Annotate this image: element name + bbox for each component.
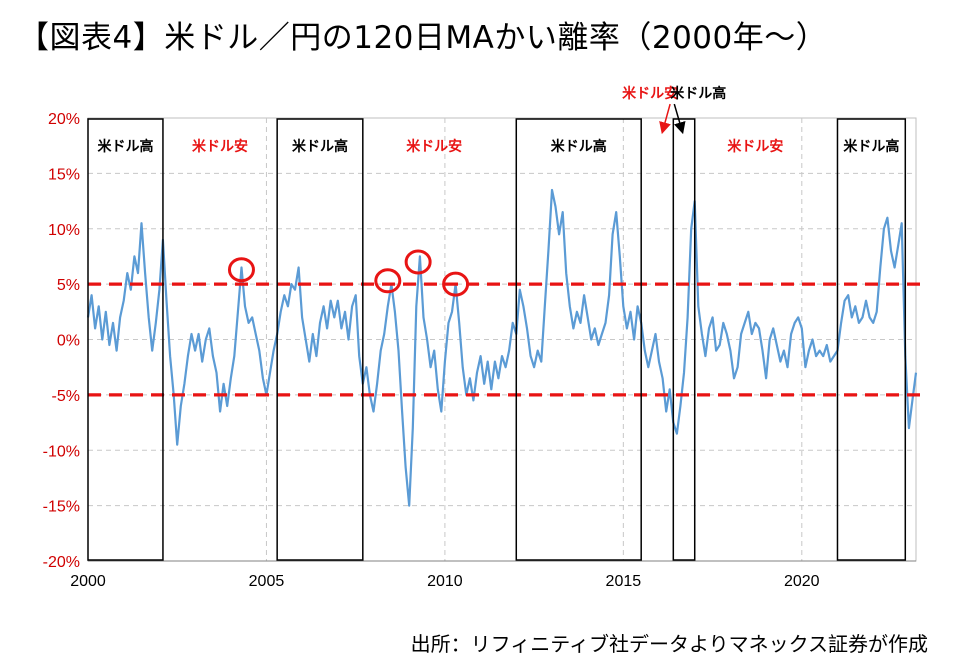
annotation-label: 米ドル高 (670, 85, 726, 102)
annotation-label: 米ドル安 (406, 138, 462, 155)
y-tick-label: 0% (57, 333, 80, 350)
y-tick-label: -20% (43, 554, 80, 571)
period-label: 米ドル高 (97, 138, 153, 155)
period-box (276, 118, 364, 561)
annotation-label: 米ドル安 (622, 85, 678, 102)
highlight-circles (227, 249, 470, 297)
period-label: 米ドル高 (551, 138, 607, 155)
y-tick-label: -5% (52, 388, 80, 405)
highlight-circle (227, 257, 255, 283)
gridlines (87, 117, 917, 562)
x-tick-label: 2000 (70, 573, 106, 590)
highlight-circle (374, 268, 402, 294)
annotation-label: 米ドル安 (192, 138, 248, 155)
annotation-arrow (673, 103, 686, 135)
x-tick-label: 2005 (249, 573, 285, 590)
axes: 20% 15% 10% 5% 0% -5% -10% -15% -20% 2000 2005 2010… (43, 111, 916, 590)
period-box (515, 118, 642, 561)
highlight-circle (404, 249, 432, 275)
period-box (836, 118, 907, 561)
annotation-arrow (659, 103, 671, 135)
chart-title: 【図表4】米ドル／円の120日MAかい離率（2000年～） (18, 20, 828, 56)
x-tick-label: 2020 (784, 573, 820, 590)
y-tick-label: 5% (57, 277, 80, 294)
y-tick-label: 15% (48, 166, 80, 183)
y-tick-label: 20% (48, 111, 80, 128)
y-tick-label: 10% (48, 222, 80, 239)
period-box (87, 118, 164, 561)
period-label: 米ドル高 (292, 138, 348, 155)
period-box (672, 118, 696, 561)
period-label: 米ドル高 (843, 138, 899, 155)
y-tick-label: -15% (43, 499, 80, 516)
series-line (86, 188, 918, 507)
x-tick-label: 2010 (427, 573, 463, 590)
source-note: 出所：リフィニティブ社データよりマネックス証券が作成 (410, 632, 928, 656)
threshold-lines (88, 282, 922, 397)
series-path (86, 188, 918, 507)
period-boxes: 米ドル高 米ドル高 米ドル高 米ドル高 (87, 118, 907, 561)
annotation-label: 米ドル安 (727, 138, 783, 155)
x-tick-label: 2015 (606, 573, 642, 590)
y-tick-label: -10% (43, 443, 80, 460)
highlight-circle (442, 271, 470, 297)
